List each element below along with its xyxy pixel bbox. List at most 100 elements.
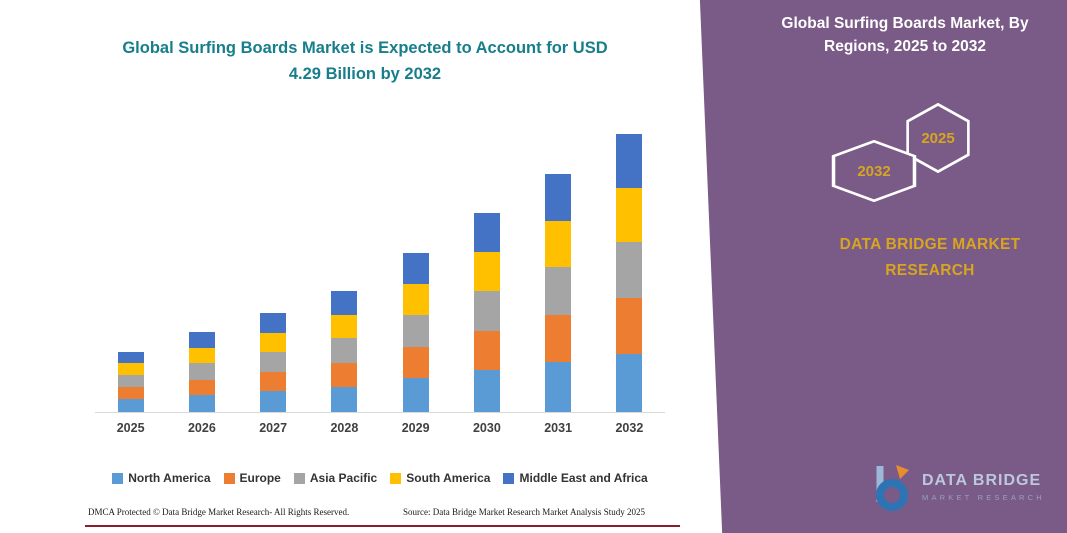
legend-item-middle-east-and-africa: Middle East and Africa	[503, 471, 648, 485]
bar-segment-europe	[117, 387, 144, 399]
bar-segment-middle-east-and-africa	[331, 291, 358, 315]
hexagon-outline-icon	[831, 140, 917, 202]
source-text: Source: Data Bridge Market Research Mark…	[403, 507, 645, 517]
chart-title: Global Surfing Boards Market is Expected…	[85, 36, 645, 87]
legend-item-north-america: North America	[112, 471, 211, 485]
bar-segment-north-america	[402, 378, 429, 412]
footer-divider-line	[85, 525, 680, 527]
bar-column-2030	[451, 120, 522, 412]
legend-swatch-icon	[390, 472, 402, 484]
bar-segment-south-america	[117, 363, 144, 376]
x-axis-label-2029: 2029	[401, 421, 430, 435]
legend-item-south-america: South America	[390, 471, 490, 485]
side-panel: Global Surfing Boards Market, By Regions…	[699, 0, 1067, 533]
bar-stack-2027	[260, 313, 287, 412]
x-axis-label-2031: 2031	[544, 421, 573, 435]
x-axis-label-2026: 2026	[187, 421, 216, 435]
x-axis-label-2032: 2032	[615, 421, 644, 435]
x-axis-label-2025: 2025	[116, 421, 145, 435]
bar-segment-north-america	[260, 391, 287, 412]
bar-segment-asia-pacific	[616, 241, 643, 299]
logo-text: DATA BRIDGE MARKET RESEARCH	[922, 472, 1045, 502]
bar-column-2027	[238, 120, 309, 412]
bar-segment-europe	[616, 298, 643, 354]
bar-segment-europe	[545, 315, 572, 362]
bar-column-2032	[594, 120, 665, 412]
bar-segment-middle-east-and-africa	[188, 331, 215, 348]
bar-segment-europe	[402, 347, 429, 379]
legend-swatch-icon	[293, 472, 305, 484]
bar-segment-south-america	[616, 188, 643, 242]
legend-label: South America	[406, 471, 491, 485]
brand-text: DATA BRIDGE MARKET RESEARCH	[785, 232, 1067, 283]
footer: DMCA Protected © Data Bridge Market Rese…	[88, 507, 680, 521]
logo-name: DATA BRIDGE	[922, 472, 1042, 489]
logo-b-icon	[876, 465, 909, 511]
hexagon-2032-badge: 2032	[830, 140, 918, 202]
stacked-bar-plot	[95, 120, 665, 413]
bar-segment-middle-east-and-africa	[260, 313, 287, 333]
bar-stack-2031	[545, 173, 572, 412]
x-axis-label-2030: 2030	[472, 421, 501, 435]
legend-item-asia-pacific: Asia Pacific	[293, 471, 378, 485]
bar-stack-2025	[117, 351, 144, 412]
x-axis-labels: 2025 2026 2027 2028 2029 2030 2031 2032	[95, 421, 665, 435]
legend-label: Europe	[239, 471, 281, 485]
bar-segment-south-america	[545, 221, 572, 268]
bar-segment-south-america	[331, 314, 358, 339]
bar-segment-asia-pacific	[117, 375, 144, 388]
bar-segment-middle-east-and-africa	[117, 351, 144, 364]
hexagon-2025-badge: 2025	[905, 103, 971, 173]
bar-column-2026	[166, 120, 237, 412]
legend-swatch-icon	[112, 472, 124, 484]
legend-item-europe: Europe	[223, 471, 281, 485]
bar-segment-north-america	[331, 386, 358, 412]
logo-tagline: MARKET RESEARCH	[922, 493, 1045, 502]
bar-column-2025	[95, 120, 166, 412]
bar-segment-europe	[473, 330, 500, 370]
legend-label: Middle East and Africa	[519, 471, 648, 485]
panel-title: Global Surfing Boards Market, By Regions…	[781, 15, 1029, 56]
bar-segment-asia-pacific	[473, 290, 500, 331]
hexagon-outline-icon	[906, 103, 970, 173]
x-axis-label-2028: 2028	[330, 421, 359, 435]
bar-segment-asia-pacific	[331, 338, 358, 363]
legend-label: Asia Pacific	[309, 471, 378, 485]
bar-segment-north-america	[616, 353, 643, 412]
bar-segment-middle-east-and-africa	[402, 253, 429, 285]
bar-segment-asia-pacific	[402, 314, 429, 348]
x-axis-label-2027: 2027	[259, 421, 288, 435]
bar-stack-2028	[331, 291, 358, 412]
brand-line2: RESEARCH	[885, 261, 975, 279]
bar-stack-2030	[473, 212, 500, 412]
bar-segment-asia-pacific	[188, 363, 215, 380]
bar-segment-asia-pacific	[545, 267, 572, 316]
hexagon-year-2025: 2025	[921, 129, 955, 147]
bar-stack-2026	[188, 331, 215, 412]
bar-column-2031	[523, 120, 594, 412]
bar-column-2029	[380, 120, 451, 412]
bar-segment-north-america	[188, 395, 215, 412]
legend-swatch-icon	[503, 472, 515, 484]
bar-segment-europe	[188, 379, 215, 396]
bar-segment-south-america	[188, 347, 215, 364]
chart-title-line2: 4.29 Billion by 2032	[288, 64, 442, 83]
bar-segment-europe	[331, 362, 358, 387]
bar-segment-north-america	[473, 369, 500, 412]
bar-segment-middle-east-and-africa	[616, 133, 643, 189]
bar-segment-north-america	[117, 399, 144, 412]
bar-segment-asia-pacific	[260, 351, 287, 372]
legend-label: North America	[128, 471, 211, 485]
chart-title-line1: Global Surfing Boards Market is Expected…	[122, 39, 608, 57]
hexagon-year-2032: 2032	[857, 162, 891, 180]
bar-segment-south-america	[260, 332, 287, 352]
bar-stack-2032	[616, 133, 643, 412]
dmca-text: DMCA Protected © Data Bridge Market Rese…	[88, 507, 350, 517]
bar-segment-south-america	[402, 284, 429, 315]
chart-legend: North America Europe Asia Pacific South Ame…	[85, 471, 675, 485]
bar-segment-south-america	[473, 252, 500, 291]
bar-segment-middle-east-and-africa	[473, 212, 500, 253]
legend-swatch-icon	[223, 472, 235, 484]
bar-segment-europe	[260, 371, 287, 392]
